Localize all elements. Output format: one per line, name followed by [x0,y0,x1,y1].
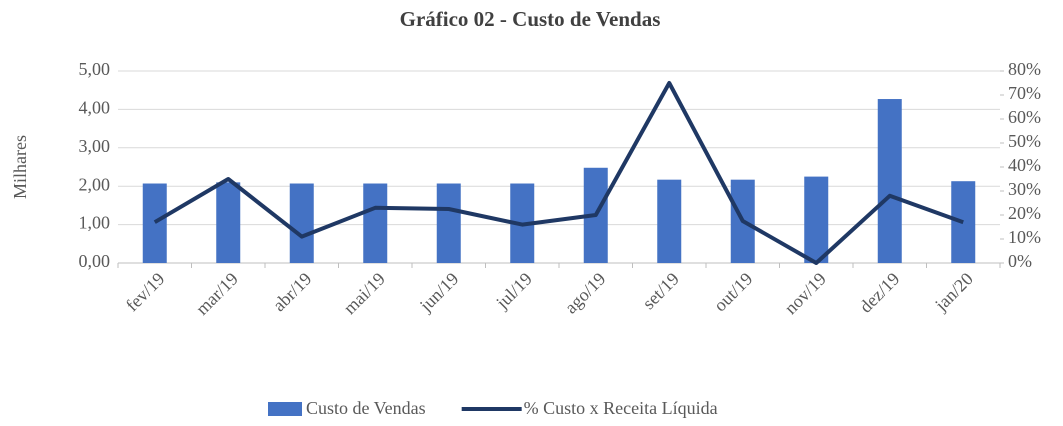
y-tick-label: 4,00 [79,98,111,118]
x-tick-label: fev/19 [122,269,169,316]
y2-tick-label: 70% [1008,83,1041,103]
x-tick-label: out/19 [710,269,757,316]
y-tick-label: 2,00 [79,174,111,194]
bar [877,99,902,263]
y2-tick-label: 30% [1008,179,1041,199]
y-tick-label: 5,00 [79,59,111,79]
bar [142,183,167,263]
y-tick-label: 1,00 [79,213,111,233]
bar [216,182,241,263]
y-axis-label: Milhares [10,135,30,199]
bar [657,179,682,263]
x-tick-label: nov/19 [780,269,830,319]
chart-title: Gráfico 02 - Custo de Vendas [400,7,661,31]
x-tick-label: mar/19 [192,269,242,319]
bar [436,183,461,263]
x-tick-label: set/19 [638,269,683,314]
x-tick-label: ago/19 [561,269,610,318]
y2-tick-label: 40% [1008,155,1041,175]
y2-tick-label: 0% [1008,251,1032,271]
x-tick-label: mai/19 [339,269,388,318]
x-tick-label: abr/19 [269,269,316,316]
legend-swatch [268,402,302,416]
x-tick-label: dez/19 [855,269,903,317]
legend-label: Custo de Vendas [306,398,426,418]
y2-tick-label: 20% [1008,203,1041,223]
y-tick-label: 0,00 [79,251,111,271]
bar [363,183,388,263]
y2-tick-label: 60% [1008,107,1041,127]
y2-tick-label: 80% [1008,59,1041,79]
line [153,81,964,265]
x-tick-label: jan/20 [930,269,977,316]
bar [804,176,829,263]
x-tick-label: jun/19 [415,269,462,316]
y-tick-label: 3,00 [79,136,111,156]
legend-label: % Custo x Receita Líquida [524,398,718,418]
bar [289,183,314,263]
y2-tick-label: 50% [1008,131,1041,151]
x-tick-label: jul/19 [491,269,536,314]
y2-tick-label: 10% [1008,227,1041,247]
